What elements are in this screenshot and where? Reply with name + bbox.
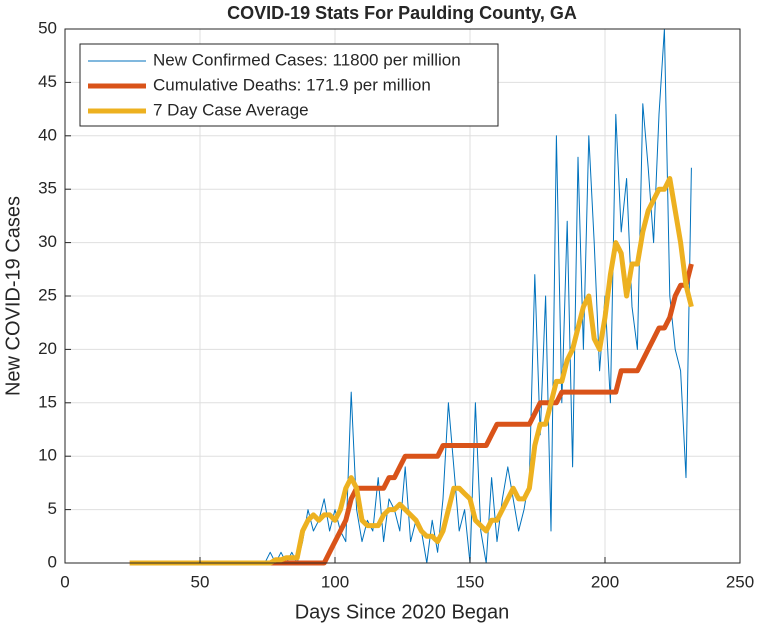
y-axis-label: New COVID-19 Cases bbox=[2, 196, 24, 396]
legend-label: New Confirmed Cases: 11800 per million bbox=[153, 50, 461, 69]
y-tick-label: 30 bbox=[38, 232, 57, 251]
x-tick-label: 150 bbox=[456, 572, 484, 591]
legend-label: Cumulative Deaths: 171.9 per million bbox=[153, 75, 431, 94]
x-axis-label: Days Since 2020 Began bbox=[295, 601, 510, 623]
legend-box bbox=[79, 43, 499, 127]
legend-label: 7 Day Case Average bbox=[153, 100, 309, 119]
x-tick-label: 100 bbox=[321, 572, 349, 591]
x-tick-label: 0 bbox=[60, 572, 69, 591]
y-tick-label: 35 bbox=[38, 179, 57, 198]
y-tick-label: 5 bbox=[48, 499, 57, 518]
y-tick-label: 15 bbox=[38, 392, 57, 411]
legend: New Confirmed Cases: 11800 per million Cu… bbox=[79, 43, 499, 127]
x-tick-label: 250 bbox=[726, 572, 754, 591]
y-tick-label: 0 bbox=[48, 552, 57, 571]
y-tick-label: 25 bbox=[38, 285, 57, 304]
y-tick-label: 45 bbox=[38, 72, 57, 91]
x-tick-label: 200 bbox=[591, 572, 619, 591]
y-tick-label: 40 bbox=[38, 125, 57, 144]
x-tick-label: 50 bbox=[191, 572, 210, 591]
y-tick-label: 50 bbox=[38, 18, 57, 37]
y-tick-label: 20 bbox=[38, 339, 57, 358]
chart-title: COVID-19 Stats For Paulding County, GA bbox=[227, 3, 577, 23]
y-tick-label: 10 bbox=[38, 446, 57, 465]
